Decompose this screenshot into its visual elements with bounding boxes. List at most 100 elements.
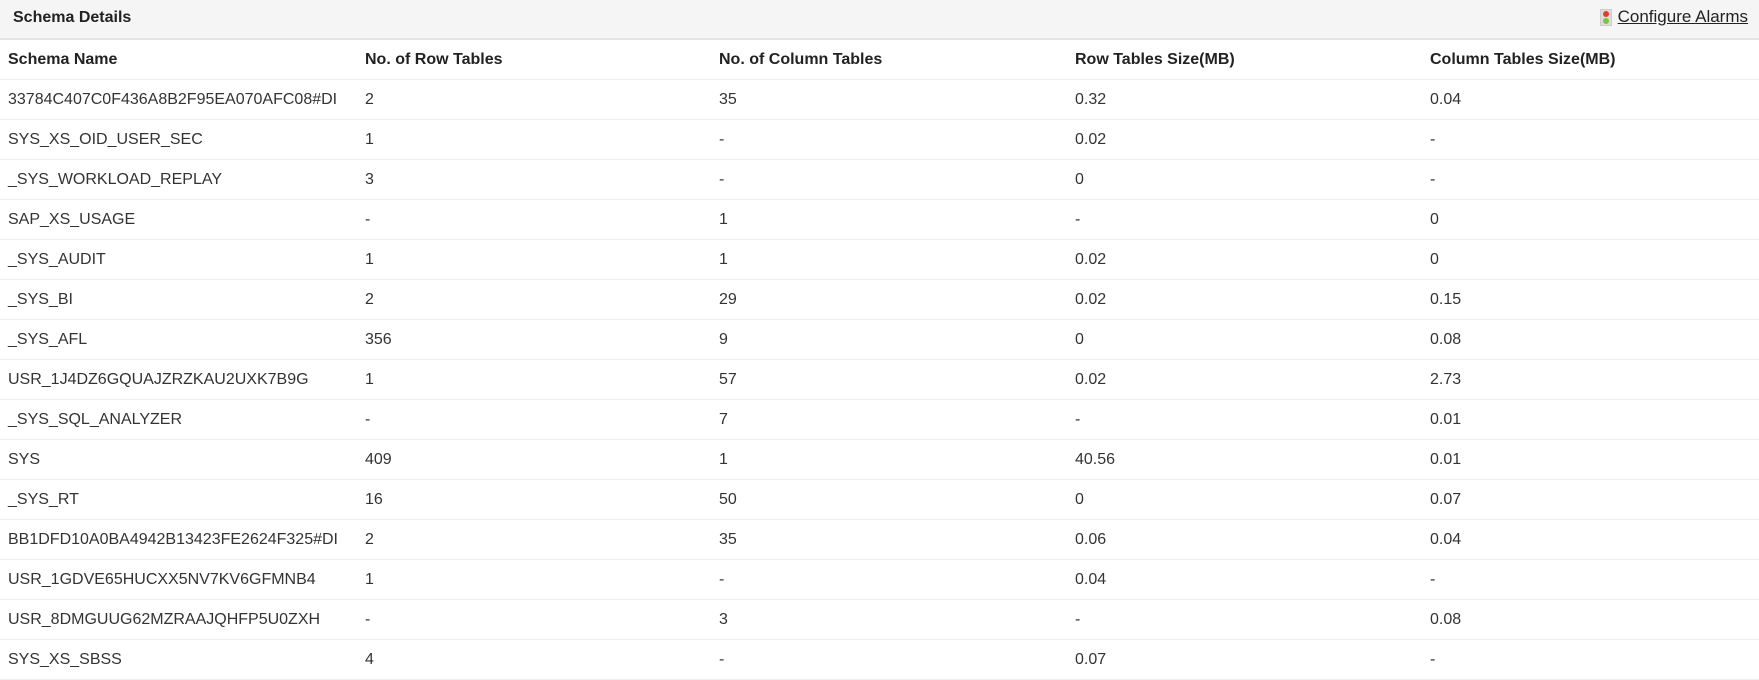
column-tables-size-cell: - bbox=[1422, 159, 1759, 200]
configure-alarms-link[interactable]: Configure Alarms bbox=[1599, 7, 1748, 27]
table-row: USR_1J4DZ6GQUAJZRZKAU2UXK7B9G 1 57 0.02 2.73 bbox=[0, 359, 1759, 400]
column-tables-size-cell: - bbox=[1422, 119, 1759, 160]
table-row: _SYS_BI 2 29 0.02 0.15 bbox=[0, 279, 1759, 320]
column-table-count-cell: - bbox=[711, 119, 1067, 160]
row-table-count-cell: 2 bbox=[357, 79, 711, 120]
row-table-count-cell: 409 bbox=[357, 439, 711, 480]
row-tables-size-cell: 0.02 bbox=[1067, 239, 1422, 280]
table-row: USR_8DMGUUG62MZRAAJQHFP5U0ZXH -3-0.08 bbox=[0, 599, 1759, 640]
row-table-count-cell: 1 bbox=[357, 239, 711, 280]
row-tables-size-cell: 0.07 bbox=[1067, 639, 1422, 680]
row-tables-size-cell: 0.02 bbox=[1067, 119, 1422, 160]
table-row: SAP_XS_USAGE -1-0 bbox=[0, 199, 1759, 240]
schema-name-cell: _SYS_BI bbox=[0, 279, 357, 320]
row-table-count-cell: - bbox=[357, 599, 711, 640]
column-table-count-cell: 1 bbox=[711, 439, 1067, 480]
schema-name-cell: _SYS_RT bbox=[0, 479, 357, 520]
column-table-count-cell: 35 bbox=[711, 519, 1067, 560]
schema-name-cell: _SYS_AFL bbox=[0, 319, 357, 360]
panel-header: Schema Details Configure Alarms bbox=[0, 0, 1759, 40]
row-tables-size-cell: 0.32 bbox=[1067, 79, 1422, 120]
row-tables-size-cell: 0 bbox=[1067, 479, 1422, 520]
row-tables-size-cell: - bbox=[1067, 399, 1422, 440]
column-table-count-cell: - bbox=[711, 639, 1067, 680]
column-tables-size-cell: 0.04 bbox=[1422, 519, 1759, 560]
panel-title: Schema Details bbox=[13, 9, 132, 26]
schema-name-cell: _SYS_AUDIT bbox=[0, 239, 357, 280]
traffic-light-icon bbox=[1599, 8, 1612, 26]
schema-name-cell: SYS_XS_SBSS bbox=[0, 639, 357, 680]
table-row: BB1DFD10A0BA4942B13423FE2624F325#DI 2 35 0.… bbox=[0, 519, 1759, 560]
column-header-row-tables-size[interactable]: Row Tables Size(MB) bbox=[1067, 40, 1422, 80]
column-header-column-tables-size[interactable]: Column Tables Size(MB) bbox=[1422, 40, 1759, 80]
column-tables-size-cell: 2.73 bbox=[1422, 359, 1759, 400]
row-tables-size-cell: - bbox=[1067, 599, 1422, 640]
row-table-count-cell: 1 bbox=[357, 559, 711, 600]
column-header-row-table-count[interactable]: No. of Row Tables bbox=[357, 40, 711, 80]
row-tables-size-cell: 0.02 bbox=[1067, 359, 1422, 400]
column-table-count-cell: 3 bbox=[711, 599, 1067, 640]
row-table-count-cell: 3 bbox=[357, 159, 711, 200]
table-row: USR_1GDVE65HUCXX5NV7KV6GFMNB4 1-0.04- bbox=[0, 559, 1759, 600]
column-tables-size-cell: 0 bbox=[1422, 199, 1759, 240]
schema-name-cell: SYS bbox=[0, 439, 357, 480]
configure-alarms-label: Configure Alarms bbox=[1617, 7, 1748, 26]
row-tables-size-cell: 0 bbox=[1067, 159, 1422, 200]
table-row: _SYS_AFL 356 9 0 0.08 bbox=[0, 319, 1759, 360]
row-table-count-cell: 356 bbox=[357, 319, 711, 360]
column-tables-size-cell: 0.04 bbox=[1422, 79, 1759, 120]
schema-name-cell: BB1DFD10A0BA4942B13423FE2624F325#DI bbox=[0, 519, 357, 560]
row-table-count-cell: 1 bbox=[357, 359, 711, 400]
column-table-count-cell: 1 bbox=[711, 239, 1067, 280]
schema-name-cell: USR_1GDVE65HUCXX5NV7KV6GFMNB4 bbox=[0, 559, 357, 600]
row-tables-size-cell: - bbox=[1067, 199, 1422, 240]
column-tables-size-cell: 0.01 bbox=[1422, 399, 1759, 440]
row-table-count-cell: 4 bbox=[357, 639, 711, 680]
column-table-count-cell: 9 bbox=[711, 319, 1067, 360]
row-table-count-cell: 16 bbox=[357, 479, 711, 520]
column-tables-size-cell: - bbox=[1422, 559, 1759, 600]
column-table-count-cell: - bbox=[711, 159, 1067, 200]
column-table-count-cell: 1 bbox=[711, 199, 1067, 240]
schema-name-cell: USR_1J4DZ6GQUAJZRZKAU2UXK7B9G bbox=[0, 359, 357, 400]
column-table-count-cell: - bbox=[711, 559, 1067, 600]
row-tables-size-cell: 0.06 bbox=[1067, 519, 1422, 560]
schema-name-cell: _SYS_WORKLOAD_REPLAY bbox=[0, 159, 357, 200]
table-row: _SYS_RT 16 50 0 0.07 bbox=[0, 479, 1759, 520]
column-tables-size-cell: - bbox=[1422, 639, 1759, 680]
row-tables-size-cell: 0 bbox=[1067, 319, 1422, 360]
table-row: _SYS_SQL_ANALYZER -7-0.01 bbox=[0, 399, 1759, 440]
row-tables-size-cell: 40.56 bbox=[1067, 439, 1422, 480]
table-row: 33784C407C0F436A8B2F95EA070AFC08#DI 2 35 0.… bbox=[0, 79, 1759, 120]
row-table-count-cell: - bbox=[357, 199, 711, 240]
table-header-row: Schema Name No. of Row Tables No. of Colum… bbox=[0, 40, 1759, 80]
schema-name-cell: SYS_XS_OID_USER_SEC bbox=[0, 119, 357, 160]
table-row: SYS_XS_SBSS 4-0.07- bbox=[0, 639, 1759, 680]
column-header-column-table-count[interactable]: No. of Column Tables bbox=[711, 40, 1067, 80]
schema-name-cell: USR_8DMGUUG62MZRAAJQHFP5U0ZXH bbox=[0, 599, 357, 640]
column-table-count-cell: 29 bbox=[711, 279, 1067, 320]
schema-details-table: Schema Name No. of Row Tables No. of Colum… bbox=[0, 40, 1759, 680]
table-row: _SYS_AUDIT 1 1 0.02 0 bbox=[0, 239, 1759, 280]
table-row: SYS_XS_OID_USER_SEC 1-0.02- bbox=[0, 119, 1759, 160]
row-table-count-cell: 2 bbox=[357, 279, 711, 320]
row-table-count-cell: 2 bbox=[357, 519, 711, 560]
column-table-count-cell: 35 bbox=[711, 79, 1067, 120]
column-header-schema-name[interactable]: Schema Name bbox=[0, 40, 357, 80]
column-tables-size-cell: 0.15 bbox=[1422, 279, 1759, 320]
column-tables-size-cell: 0 bbox=[1422, 239, 1759, 280]
column-tables-size-cell: 0.01 bbox=[1422, 439, 1759, 480]
row-table-count-cell: - bbox=[357, 399, 711, 440]
schema-name-cell: 33784C407C0F436A8B2F95EA070AFC08#DI bbox=[0, 79, 357, 120]
column-table-count-cell: 57 bbox=[711, 359, 1067, 400]
column-tables-size-cell: 0.08 bbox=[1422, 319, 1759, 360]
column-table-count-cell: 50 bbox=[711, 479, 1067, 520]
column-tables-size-cell: 0.08 bbox=[1422, 599, 1759, 640]
table-row: SYS 409 1 40.56 0.01 bbox=[0, 439, 1759, 480]
schema-name-cell: SAP_XS_USAGE bbox=[0, 199, 357, 240]
row-table-count-cell: 1 bbox=[357, 119, 711, 160]
row-tables-size-cell: 0.04 bbox=[1067, 559, 1422, 600]
row-tables-size-cell: 0.02 bbox=[1067, 279, 1422, 320]
column-tables-size-cell: 0.07 bbox=[1422, 479, 1759, 520]
table-row: _SYS_WORKLOAD_REPLAY 3-0- bbox=[0, 159, 1759, 200]
